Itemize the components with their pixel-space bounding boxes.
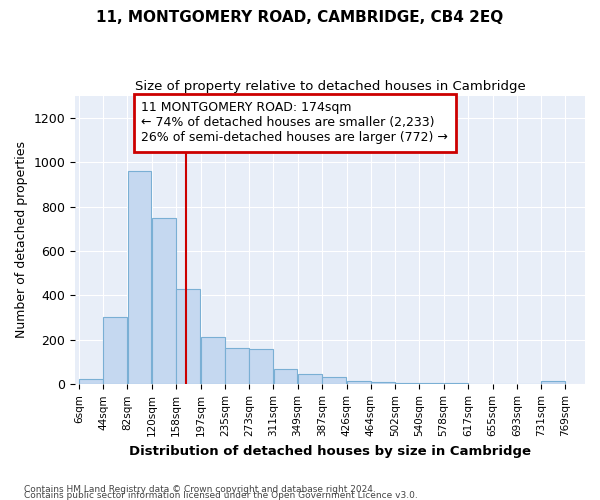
Bar bbox=[298, 374, 322, 384]
Bar bbox=[371, 382, 395, 384]
Bar bbox=[201, 337, 225, 384]
Text: 11 MONTGOMERY ROAD: 174sqm
← 74% of detached houses are smaller (2,233)
26% of s: 11 MONTGOMERY ROAD: 174sqm ← 74% of deta… bbox=[142, 102, 448, 144]
Bar bbox=[419, 383, 443, 384]
Text: Contains HM Land Registry data © Crown copyright and database right 2024.: Contains HM Land Registry data © Crown c… bbox=[24, 485, 376, 494]
Text: Contains public sector information licensed under the Open Government Licence v3: Contains public sector information licen… bbox=[24, 491, 418, 500]
Bar bbox=[443, 383, 467, 384]
Bar bbox=[395, 382, 419, 384]
Text: 11, MONTGOMERY ROAD, CAMBRIDGE, CB4 2EQ: 11, MONTGOMERY ROAD, CAMBRIDGE, CB4 2EQ bbox=[97, 10, 503, 25]
Bar bbox=[176, 289, 200, 384]
X-axis label: Distribution of detached houses by size in Cambridge: Distribution of detached houses by size … bbox=[129, 444, 531, 458]
Bar bbox=[347, 381, 371, 384]
Bar bbox=[79, 379, 103, 384]
Bar bbox=[103, 316, 127, 384]
Y-axis label: Number of detached properties: Number of detached properties bbox=[15, 142, 28, 338]
Bar bbox=[152, 218, 176, 384]
Bar bbox=[541, 381, 565, 384]
Bar bbox=[274, 369, 298, 384]
Bar bbox=[128, 171, 151, 384]
Bar bbox=[225, 348, 249, 385]
Title: Size of property relative to detached houses in Cambridge: Size of property relative to detached ho… bbox=[135, 80, 526, 93]
Bar bbox=[249, 349, 273, 384]
Bar bbox=[322, 377, 346, 384]
